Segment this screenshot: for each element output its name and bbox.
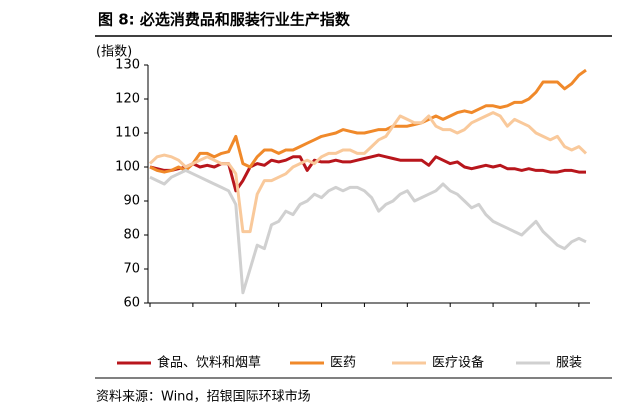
legend-label: 医疗设备	[432, 355, 484, 371]
y-tick-label: 90	[123, 194, 140, 209]
y-tick-label: 110	[115, 126, 140, 141]
y-tick-label: 130	[115, 58, 140, 73]
line-series	[149, 168, 587, 295]
y-tick-label: 70	[123, 262, 140, 277]
y-tick-label: 60	[123, 296, 140, 311]
y-tick-label: 120	[115, 92, 140, 107]
y-axis-label: (指数)	[96, 45, 132, 60]
legend-label: 医药	[330, 356, 356, 371]
y-tick-label: 100	[115, 160, 140, 175]
legend-label: 食品、饮料和烟草	[157, 355, 261, 371]
source: 资料来源：Wind，招银国际环球市场	[96, 389, 311, 405]
y-tick-label: 80	[123, 228, 140, 243]
legend-label: 服装	[556, 356, 582, 371]
line-series	[148, 111, 588, 234]
line-series	[149, 68, 587, 174]
chart-title: 图 8: 必选消费品和服装行业生产指数	[98, 11, 351, 29]
